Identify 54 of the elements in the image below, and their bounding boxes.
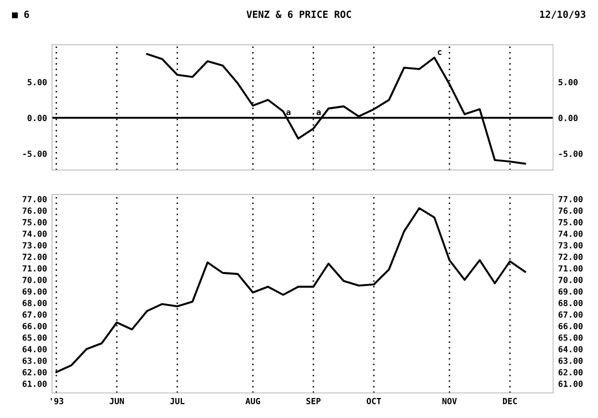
y2-tick-label: 77.00 [558,196,583,202]
y2-tick-label: 62.00 [558,369,583,376]
y-tick-label: 61.00 [22,380,47,387]
y-tick-label: 70.00 [22,276,47,284]
y-tick-label: 77.00 [22,196,47,202]
y2-tick-label: 61.00 [558,380,583,387]
y2-tick-label: 67.00 [558,311,583,318]
y2-tick-label: 70.00 [558,276,583,284]
y2-tick-label: 69.00 [558,288,583,295]
annotation: c [438,50,442,55]
y2-tick-label: 66.00 [558,322,583,330]
y-tick-label: 73.00 [22,242,47,248]
y-tick-label: -5.00 [23,150,47,157]
y-tick-label: 72.00 [22,254,47,260]
y2-tick-label: 73.00 [558,242,583,248]
y2-tick-label: 75.00 [558,219,583,226]
y2-tick-label: 71.00 [558,265,583,272]
y2-tick-label: 74.00 [558,230,583,237]
y-tick-label: 66.00 [22,322,47,330]
y-tick-label: 68.00 [22,300,47,306]
annotation: a [316,110,321,116]
y2-tick-label: -5.00 [559,150,583,157]
y-tick-label: 76.00 [22,208,47,214]
y-tick-label: 0.00 [28,114,47,122]
y-tick-label: 5.00 [28,78,47,86]
y2-tick-label: 0.00 [558,114,578,122]
y-tick-label: 65.00 [22,334,47,341]
y2-tick-label: 72.00 [558,254,583,260]
y2-tick-label: 5.00 [558,78,578,86]
x-tick-label: OCT [366,398,382,404]
y2-tick-label: 65.00 [558,334,583,341]
y2-tick-label: 63.00 [558,358,583,364]
y-tick-label: 74.00 [22,230,47,237]
x-tick-label: JUN [110,398,124,404]
y2-tick-label: 76.00 [558,208,583,214]
annotation: a [286,110,290,116]
x-tick-label: DEC [502,398,517,404]
x-tick-label: NOV [442,398,457,404]
x-tick-label: '93 [50,398,64,404]
y2-tick-label: 68.00 [558,300,583,306]
x-tick-label: JUL [170,398,184,404]
y-tick-label: 69.00 [22,288,47,295]
y-tick-label: 64.00 [22,346,47,352]
x-tick-label: SEP [306,398,321,404]
y-tick-label: 71.00 [22,265,47,272]
x-tick-label: AUG [246,398,260,404]
y-tick-label: 63.00 [22,358,47,364]
y-tick-label: 62.00 [22,369,47,376]
y2-tick-label: 64.00 [558,346,583,352]
y-tick-label: 67.00 [22,311,47,318]
y-tick-label: 75.00 [22,219,47,226]
text: 12/10/93 [540,10,586,19]
text: ■ 6 [12,10,29,18]
chart-title: VENZ & 6 PRICE ROC [246,10,351,18]
